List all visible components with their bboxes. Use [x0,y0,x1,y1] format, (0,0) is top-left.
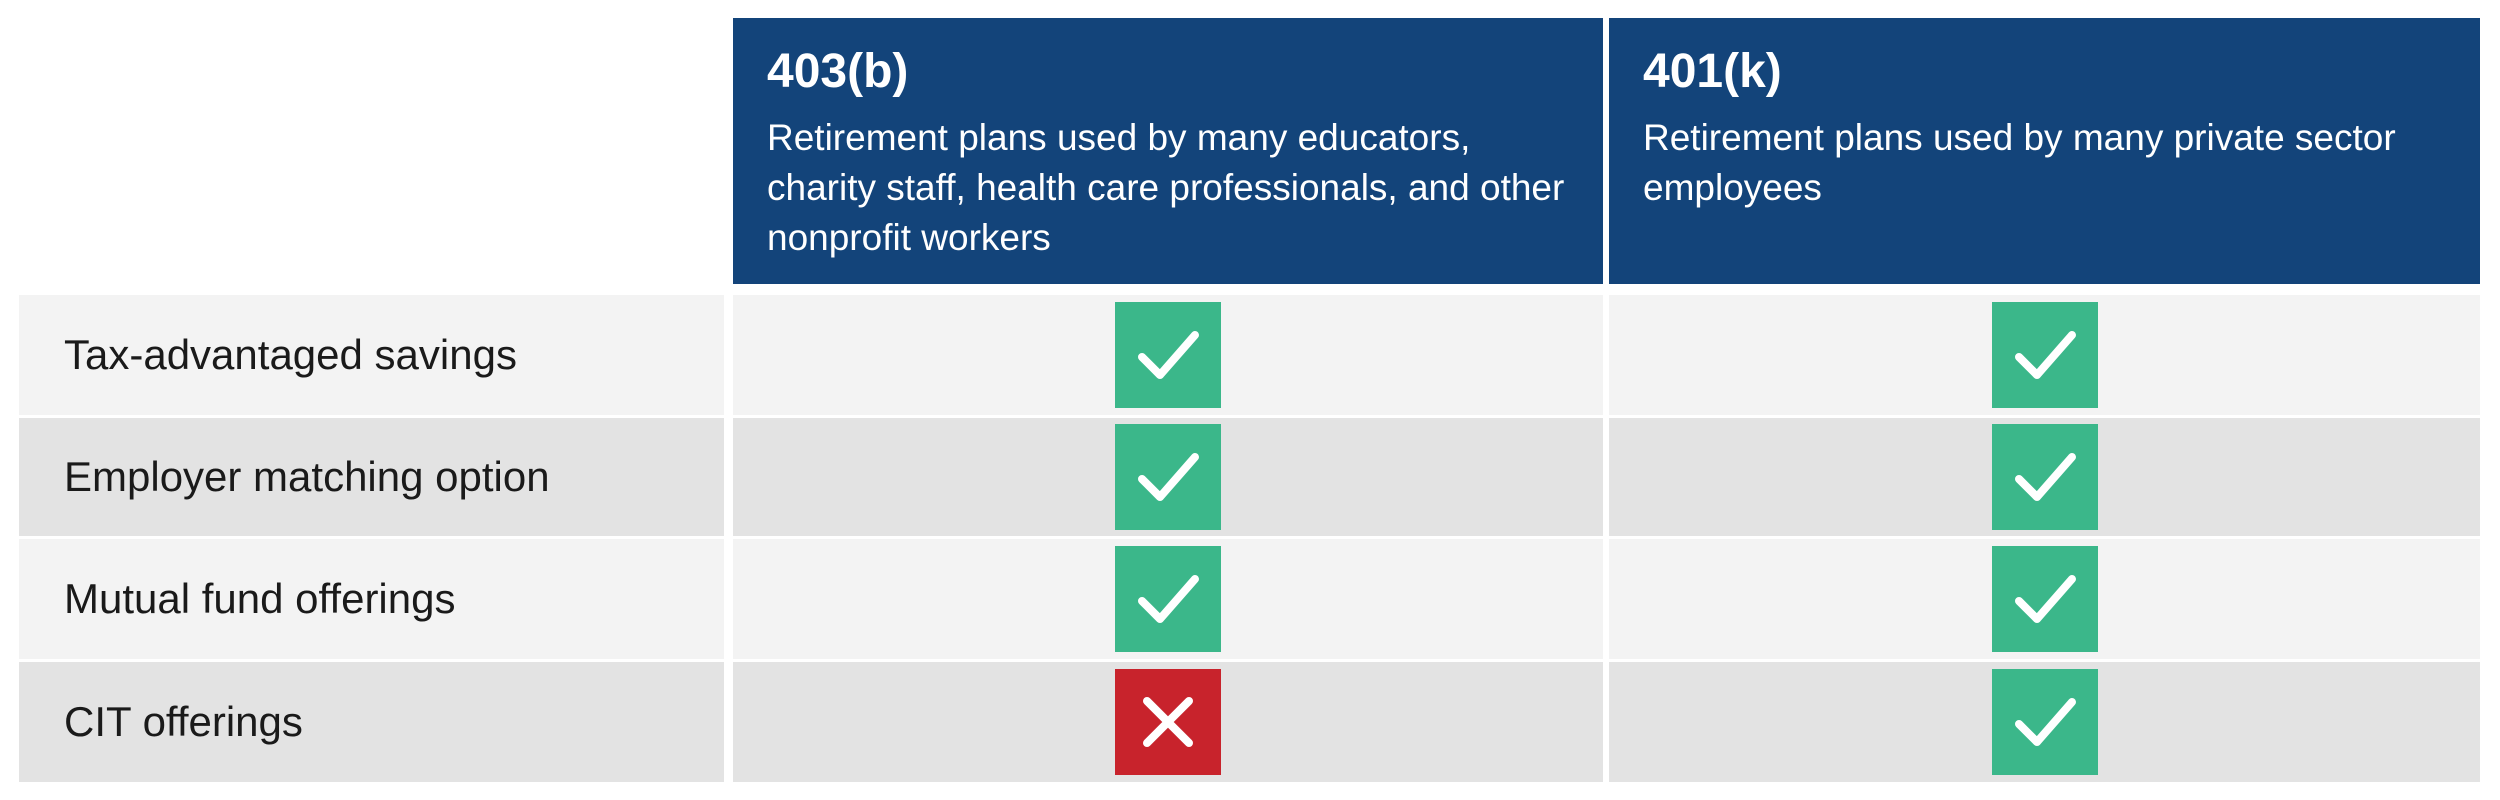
row-label: Tax-advantaged savings [19,295,724,415]
check-icon [1991,424,2098,530]
cell [1609,539,2480,659]
cell [733,662,1603,782]
cell [1609,418,2480,536]
row-label: Mutual fund offerings [19,539,724,659]
check-icon [1991,302,2098,408]
check-icon [1991,546,2098,652]
column-header: 403(b) Retirement plans used by many educ… [733,18,1603,284]
column-description: Retirement plans used by many educators,… [767,117,1565,258]
cell [733,539,1603,659]
column-title: 401(k) [1643,45,1782,98]
cell [733,295,1603,415]
cell [1609,295,2480,415]
cell [733,418,1603,536]
check-icon [1991,669,2098,775]
check-icon [1115,302,1221,408]
check-icon [1115,546,1221,652]
column-title: 403(b) [767,45,909,98]
column-description: Retirement plans used by many private se… [1643,117,2396,208]
check-icon [1115,424,1221,530]
column-header: 401(k) Retirement plans used by many priv… [1609,18,2480,284]
row-label: Employer matching option [19,418,724,536]
cross-icon [1115,669,1221,775]
cell [1609,662,2480,782]
row-label: CIT offerings [19,662,724,782]
